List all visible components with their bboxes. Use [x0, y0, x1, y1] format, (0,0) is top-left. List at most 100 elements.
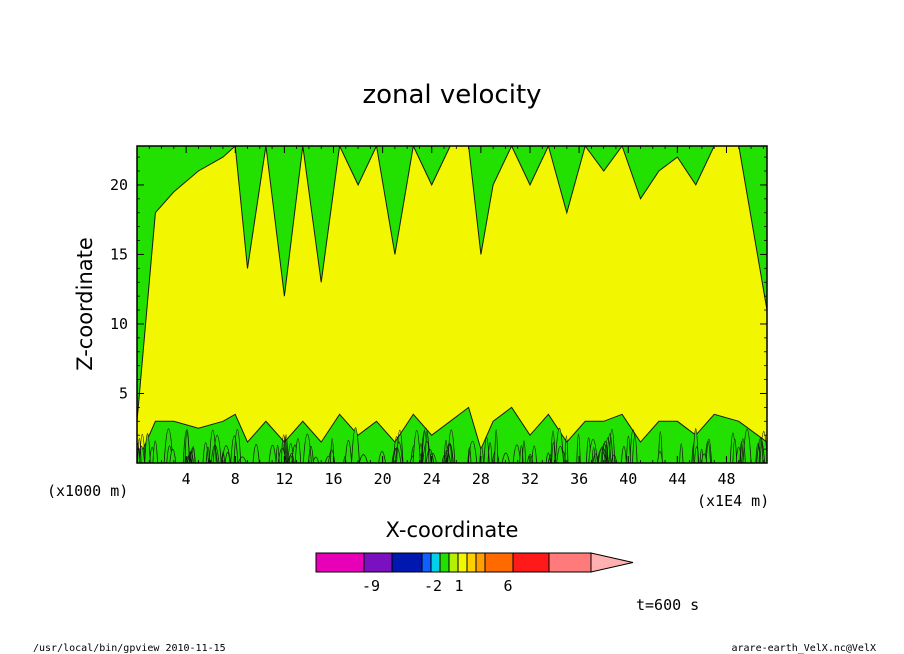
- surface-contour-line: [221, 451, 225, 463]
- surface-contour-line: [392, 447, 402, 463]
- colorbar-swatch: [475, 552, 486, 573]
- surface-contour-line: [467, 440, 478, 463]
- surface-contour-line: [224, 452, 231, 463]
- surface-contour-line: [576, 433, 581, 463]
- y-axis-ticks: 5 10 15 20: [110, 156, 767, 450]
- colorbar-swatch: [363, 552, 393, 573]
- surface-contour-line: [483, 437, 490, 463]
- surface-contour-line: [554, 427, 564, 463]
- surface-contour-line: [312, 456, 320, 463]
- surface-contour-line: [494, 429, 499, 463]
- y-tick-label: 20: [110, 176, 128, 194]
- y-tick-label: 5: [119, 384, 128, 402]
- x-tick-label: 12: [275, 470, 293, 488]
- chart-title: zonal velocity: [362, 80, 541, 110]
- surface-contour-line: [425, 449, 435, 463]
- surface-contour-line: [705, 438, 712, 463]
- colorbar-tick-labels: -9 -2 1 6: [362, 577, 513, 595]
- surface-contour-line: [208, 429, 217, 463]
- surface-contour-line: [556, 445, 565, 463]
- surface-contour-line: [632, 435, 638, 463]
- colorbar-swatch: [466, 552, 477, 573]
- colorbar-swatch: [421, 552, 432, 573]
- x-tick-label: 40: [619, 470, 637, 488]
- surface-contour-line: [344, 439, 353, 463]
- surface-contour-line: [591, 447, 596, 463]
- surface-contour-line: [592, 453, 599, 463]
- surface-contour-line: [758, 437, 764, 463]
- surface-contour-line: [237, 456, 247, 463]
- surface-contour-line: [252, 444, 260, 463]
- footer-right: arare-earth_VelX.nc@VelX: [732, 643, 877, 654]
- surface-contour-line: [139, 434, 146, 463]
- surface-contour-line: [412, 430, 421, 463]
- surface-contour-line: [679, 443, 684, 463]
- y-unit-label: (x1000 m): [47, 482, 128, 500]
- colorbar-tick-label: -9: [362, 577, 380, 595]
- time-label: t=600 s: [636, 596, 699, 614]
- surface-contour-line: [693, 446, 700, 463]
- colorbar-tick-label: -2: [424, 577, 442, 595]
- surface-contour-line: [564, 435, 569, 463]
- surface-contour-line: [308, 446, 314, 463]
- surface-contour-line: [212, 435, 222, 463]
- surface-contour-line: [294, 438, 302, 463]
- x-unit-label: (x1E4 m): [697, 492, 769, 510]
- x-tick-label: 48: [717, 470, 735, 488]
- surface-contour-line: [608, 428, 616, 463]
- surface-contour-line: [531, 445, 538, 463]
- x-tick-label: 8: [231, 470, 240, 488]
- colorbar-swatch: [548, 552, 592, 573]
- colorbar-swatch: [512, 552, 550, 573]
- surface-contour-line: [732, 439, 738, 463]
- y-tick-label: 10: [110, 315, 128, 333]
- surface-contour-line: [152, 440, 158, 463]
- y-axis-label: Z-coordinate: [73, 237, 97, 371]
- surface-contour-line: [233, 428, 242, 463]
- colorbar-extend-arrow: [590, 552, 634, 573]
- surface-contour-line: [443, 449, 451, 463]
- colorbar-tick-label: 6: [503, 577, 512, 595]
- surface-contour-line: [230, 435, 239, 463]
- surface-contour-line: [330, 438, 335, 463]
- surface-contour-line: [742, 428, 752, 463]
- colorbar-swatch: [391, 552, 423, 573]
- y-tick-label: 15: [110, 245, 128, 263]
- surface-contour-line: [620, 446, 627, 463]
- x-tick-label: 36: [570, 470, 588, 488]
- yellow-contour-region: [137, 146, 767, 463]
- surface-contour-line: [144, 433, 151, 463]
- colorbar-swatch: [484, 552, 514, 573]
- surface-contour-line: [739, 441, 744, 463]
- surface-contour-line: [351, 427, 360, 463]
- surface-contour-line: [137, 438, 142, 463]
- colorbar-swatch: [430, 552, 441, 573]
- surface-contour-line: [467, 447, 472, 463]
- x-tick-label: 16: [324, 470, 342, 488]
- surface-contour-line: [625, 436, 631, 463]
- x-tick-label: 4: [182, 470, 191, 488]
- surface-contour-line: [275, 444, 280, 463]
- surface-contour-line: [268, 444, 277, 463]
- x-tick-label: 44: [668, 470, 686, 488]
- surface-contour-line: [378, 451, 386, 463]
- surface-contour-line: [280, 434, 287, 463]
- colorbar-swatch: [457, 552, 468, 573]
- surface-contour-line: [739, 438, 746, 463]
- surface-contour-line: [191, 446, 196, 463]
- colorbar: [315, 552, 634, 573]
- surface-contour-line: [210, 444, 220, 463]
- surface-contour-line: [501, 452, 510, 463]
- surface-contour-line: [396, 429, 404, 463]
- x-tick-label: 32: [521, 470, 539, 488]
- surface-contour-line: [551, 441, 556, 463]
- x-axis-ticks: 4 8 12 16 20 24 28 32 36 40 44 48: [148, 146, 764, 488]
- surface-contour-line: [446, 443, 454, 463]
- surface-contour-line: [755, 443, 761, 463]
- colorbar-swatch: [315, 552, 365, 573]
- surface-contour-line: [657, 451, 663, 463]
- x-axis-label: X-coordinate: [386, 518, 519, 542]
- surface-contour-line: [601, 440, 609, 463]
- surface-contour-line: [521, 440, 527, 463]
